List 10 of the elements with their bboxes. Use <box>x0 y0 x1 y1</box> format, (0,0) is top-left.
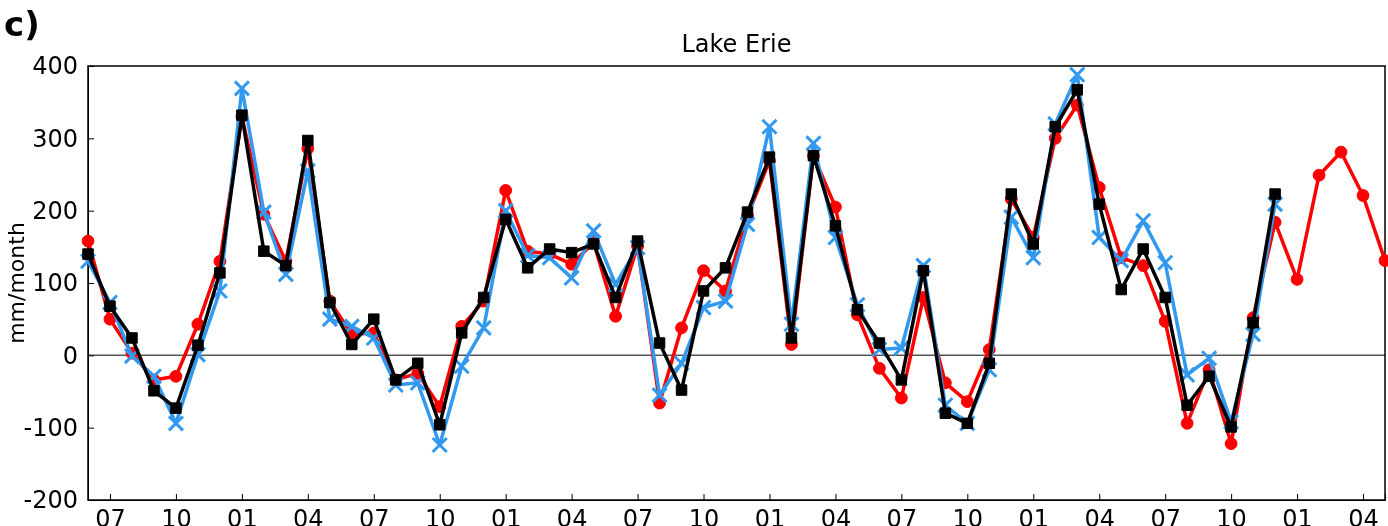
y-axis-title: mm/month <box>4 222 29 344</box>
y-tick-label: -100 <box>23 413 78 442</box>
y-tick-label: -200 <box>23 486 78 515</box>
y-tick-label: 400 <box>32 52 78 81</box>
text: c) <box>4 4 40 44</box>
y-tick-label: 100 <box>32 269 78 298</box>
y-tick-label: 200 <box>32 196 78 225</box>
y-tick-label: 0 <box>62 341 78 370</box>
y-tick-label: 300 <box>32 124 78 153</box>
chart-title: Lake Erie <box>681 30 792 58</box>
